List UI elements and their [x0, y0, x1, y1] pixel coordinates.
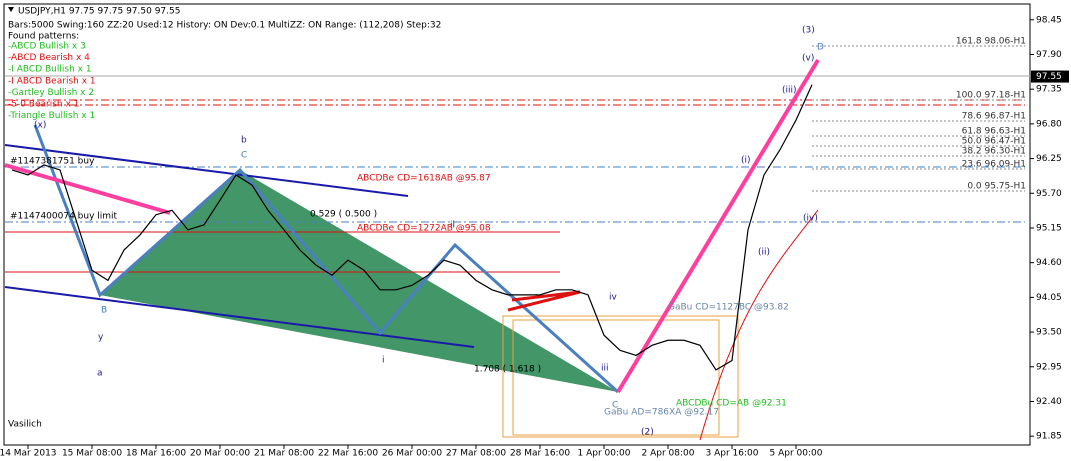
annotation: (iii) — [782, 86, 797, 96]
fib-label: 50.0 96.47-H1 — [962, 137, 1026, 147]
fib-label: 161.8 98.06-H1 — [956, 37, 1026, 47]
price-layer — [11, 84, 813, 371]
annotation: 1.708 ( 1.618 ) — [474, 365, 541, 375]
plot-frame — [3, 3, 1031, 446]
fib-label: 0.0 95.75-H1 — [967, 182, 1026, 192]
x-tick-label: 2 Apr 08:00 — [642, 449, 695, 459]
pattern-label: -Triangle Bullish x 1 — [8, 111, 95, 121]
menu-arrow — [8, 7, 14, 12]
annotation: GaBu AD=786XA @92.17 — [604, 408, 719, 418]
annotation: (ii) — [758, 248, 770, 258]
annotation: (x) — [34, 121, 46, 131]
x-tick-label: 20 Mar 00:00 — [190, 449, 250, 459]
annotation: y — [98, 333, 104, 343]
x-tick-label: 5 Apr 00:00 — [770, 449, 823, 459]
y-tick-label: 94.60 — [1036, 258, 1062, 268]
channel-line — [4, 286, 475, 348]
annotation: i — [382, 356, 385, 366]
annotation: C — [241, 151, 247, 161]
x-tick-label: 28 Mar 16:00 — [510, 449, 570, 459]
y-tick-label: 96.80 — [1036, 119, 1062, 129]
annotation: a — [97, 369, 103, 379]
wave-line — [616, 58, 820, 394]
x-tick-label: 14 Mar 2013 — [0, 449, 57, 459]
annotation: ABCDBu CD=AB @92.31 — [676, 399, 787, 409]
annotation: ii — [450, 221, 455, 231]
annotation: (iv) — [803, 214, 818, 224]
fib-label: 78.6 96.87-H1 — [962, 112, 1026, 122]
pattern-label: -ABCD Bullish x 3 — [8, 42, 86, 52]
fib-label: 100.0 97.18-H1 — [956, 91, 1026, 101]
ma-line — [699, 209, 819, 441]
fib-label: 61.8 96.63-H1 — [962, 127, 1026, 137]
x-tick-label: 21 Mar 08:00 — [254, 449, 314, 459]
y-tick-label: 92.95 — [1036, 362, 1062, 372]
y-tick-label: 97.35 — [1036, 85, 1062, 95]
current-price-label: 97.55 — [1036, 72, 1062, 82]
annotation: ABCDBe CD=1272AB @95.08 — [357, 224, 491, 234]
y-tick-label: 96.25 — [1036, 154, 1062, 164]
header: USDJPY,H1 97.75 97.75 97.50 97.55 — [18, 7, 180, 17]
annotation: GaBu CD=1127BC @93.82 — [668, 303, 789, 313]
x-tick-label: 15 Mar 08:00 — [62, 449, 122, 459]
annotation: iii — [601, 364, 609, 374]
annotation: (i) — [741, 156, 751, 166]
wave-line — [4, 163, 171, 215]
fib-label: 23.6 96.09-H1 — [962, 160, 1026, 170]
annotation: ABCDBe CD=1618AB @95.87 — [357, 174, 491, 184]
overlays — [4, 58, 1030, 441]
price-line — [11, 84, 813, 371]
pattern-label: -ABCD Bearish x 4 — [8, 53, 90, 63]
y-tick-label: 94.05 — [1036, 293, 1062, 303]
wave-line — [33, 124, 620, 394]
channel-line — [4, 144, 409, 197]
annotation: iv — [609, 293, 618, 303]
y-tick-label: 91.85 — [1036, 432, 1062, 442]
x-tick-label: 1 Apr 00:00 — [578, 449, 631, 459]
annotation: #1147381751 buy — [10, 157, 95, 167]
y-tick-label: 95.70 — [1036, 189, 1062, 199]
annotation: (2) — [641, 428, 654, 438]
annotation: #1147400074 buy limit — [10, 212, 118, 222]
fib-label: 38.2 96.30-H1 — [962, 147, 1026, 157]
box — [512, 319, 720, 436]
pattern-fill — [100, 170, 618, 392]
pattern-label: -5-0 Bearish x 1 — [8, 100, 79, 110]
patterns-title: Found patterns: — [8, 32, 79, 42]
x-tick-label: 22 Mar 16:00 — [318, 449, 378, 459]
annotation: 0.529 ( 0.500 ) — [310, 210, 377, 220]
info: Bars:5000 Swing:160 ZZ:20 Used:12 Histor… — [8, 21, 441, 31]
label-layer: (3)D(v)(iii)(i)(ii)(iv)bC(x)ByaiiiiviiiC… — [8, 26, 1026, 438]
x-tick-label: 3 Apr 16:00 — [706, 449, 759, 459]
y-tick-label: 95.15 — [1036, 223, 1062, 233]
annotation: C — [612, 401, 618, 411]
y-tick-label: 98.45 — [1036, 15, 1062, 25]
current-price-box — [1031, 70, 1069, 83]
y-tick-label: 93.50 — [1036, 328, 1062, 338]
annotation: b — [241, 136, 247, 146]
annotation: (v) — [802, 54, 814, 64]
annotation: Vasilich — [8, 420, 42, 430]
box — [502, 315, 739, 438]
pattern-label: -I ABCD Bullish x 1 — [8, 65, 92, 75]
y-tick-label: 92.40 — [1036, 397, 1062, 407]
annotation: B — [101, 306, 107, 316]
y-tick-label: 97.90 — [1036, 50, 1062, 60]
pattern-label: -I ABCD Bearish x 1 — [8, 76, 96, 86]
annotation: D — [817, 43, 824, 53]
x-tick-label: 26 Mar 00:00 — [382, 449, 442, 459]
x-tick-label: 18 Mar 16:00 — [126, 449, 186, 459]
pattern-label: -Gartley Bullish x 2 — [8, 88, 94, 98]
annotation: (3) — [802, 26, 815, 36]
x-tick-label: 27 Mar 08:00 — [446, 449, 506, 459]
